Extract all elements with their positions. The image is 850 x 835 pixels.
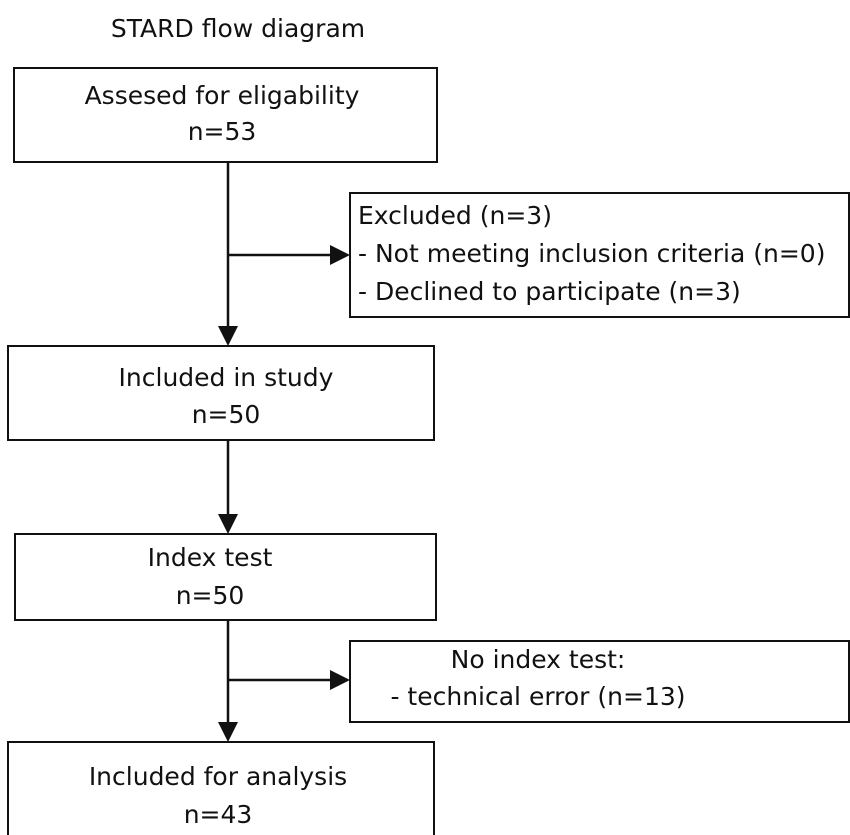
- arrowhead: [218, 514, 238, 534]
- box-text: n=53: [188, 117, 257, 146]
- arrowhead: [330, 670, 350, 690]
- box-text: No index test:: [451, 645, 626, 674]
- box: [349, 192, 850, 318]
- box: [7, 345, 435, 441]
- box-text: Assesed for eligability: [85, 81, 360, 110]
- box: [7, 741, 435, 835]
- box-text: - Not meeting inclusion criteria (n=0): [358, 239, 825, 268]
- box-text: Included for analysis: [89, 762, 347, 791]
- box-text: - technical error (n=13): [390, 682, 685, 711]
- title: STARD flow diagram: [111, 14, 365, 43]
- arrowhead: [330, 245, 350, 265]
- box: [13, 67, 438, 163]
- box-text: Excluded (n=3): [358, 201, 552, 230]
- box-text: Index test: [148, 543, 273, 572]
- box-text: - Declined to participate (n=3): [358, 277, 741, 306]
- box: [14, 533, 437, 621]
- box: [349, 640, 850, 723]
- box-text: n=50: [176, 581, 245, 610]
- box-text: Included in study: [119, 363, 334, 392]
- box-text: n=43: [184, 800, 253, 829]
- box-text: n=50: [192, 400, 261, 429]
- arrowhead: [218, 326, 238, 346]
- arrowhead: [218, 722, 238, 742]
